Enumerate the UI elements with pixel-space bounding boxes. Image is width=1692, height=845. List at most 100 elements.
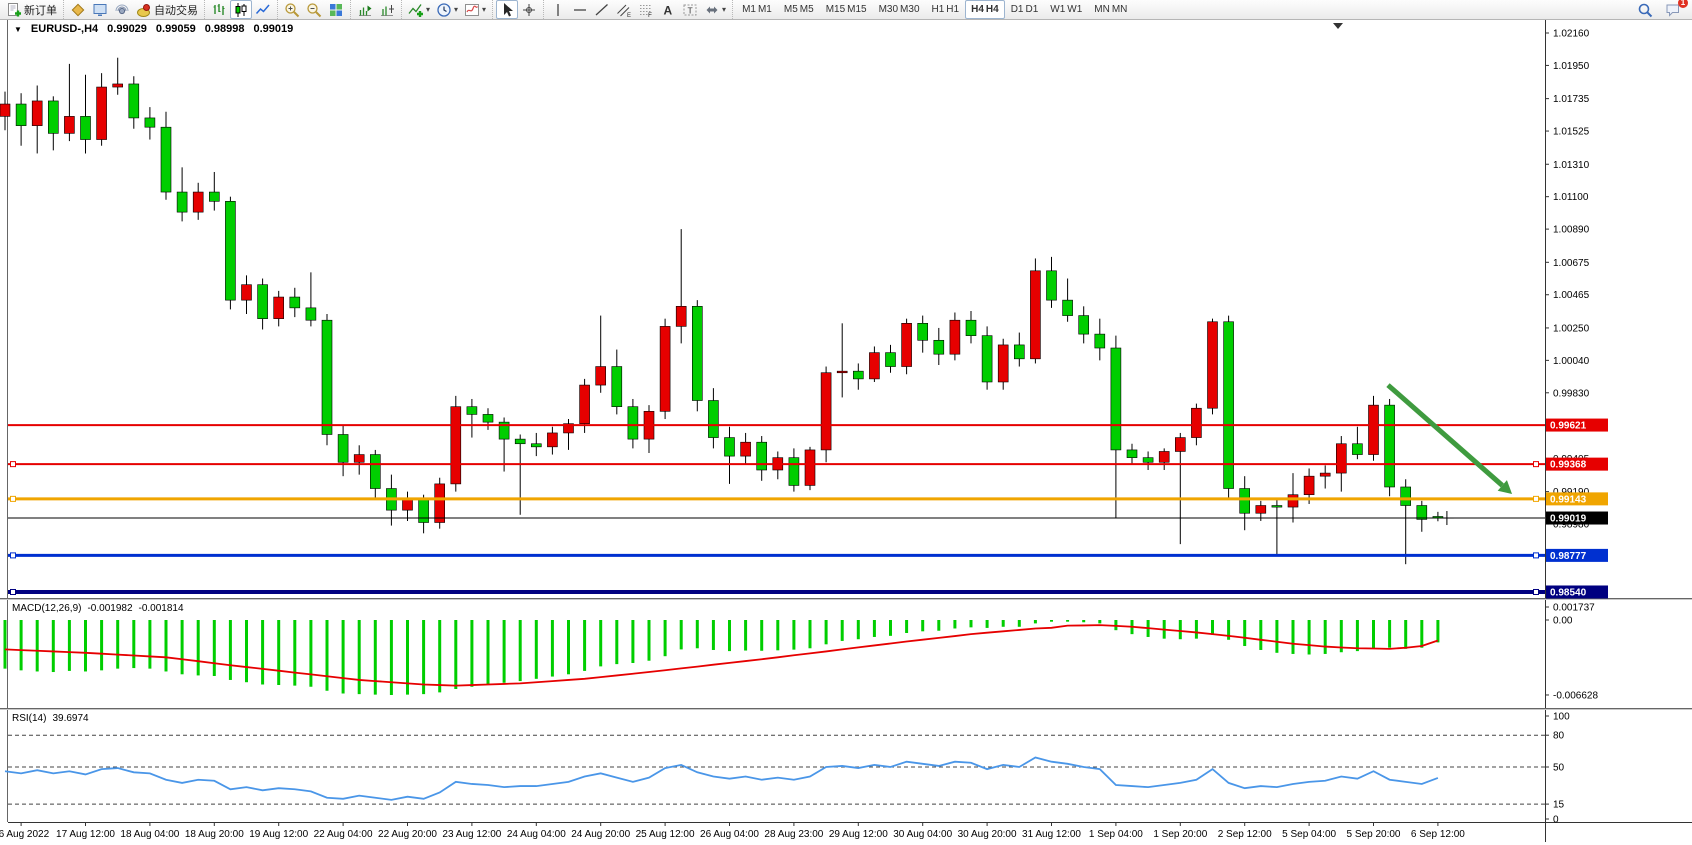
candles-layer (0, 57, 1444, 565)
arrows-button[interactable]: ▾ (701, 0, 729, 19)
svg-text:1 Sep 20:00: 1 Sep 20:00 (1153, 829, 1207, 840)
scroll-group (350, 0, 401, 19)
tf-mn-button[interactable]: MN MN (1088, 0, 1133, 19)
tf-m30-button-label: M30 (900, 4, 920, 15)
svg-text:2 Sep 12:00: 2 Sep 12:00 (1218, 829, 1272, 840)
svg-text:-0.006628: -0.006628 (1553, 690, 1598, 701)
chart-title: ▼ EURUSD-,H4 0.99029 0.99059 0.98998 0.9… (14, 23, 293, 35)
svg-text:1.00465: 1.00465 (1553, 290, 1590, 301)
channel-icon: E (616, 2, 632, 18)
data-window-icon (92, 2, 108, 18)
periods-button[interactable]: ▾ (433, 0, 461, 19)
tf-d1-button[interactable]: D1 D1 (1005, 0, 1045, 19)
autotrading-button-label: 自动交易 (154, 4, 198, 17)
pointer-group (492, 0, 543, 19)
svg-text:25 Aug 12:00: 25 Aug 12:00 (636, 829, 695, 840)
svg-text:18 Aug 20:00: 18 Aug 20:00 (185, 829, 244, 840)
trendline-button[interactable] (591, 0, 613, 19)
price-line-0.99143[interactable]: 0.99143 (8, 492, 1608, 506)
auto-scroll-icon (357, 2, 373, 18)
rsi-label: RSI(14) 39.6974 (12, 713, 89, 724)
svg-text:T: T (688, 5, 693, 15)
svg-text:E: E (627, 13, 631, 18)
label-icon: T (682, 2, 698, 18)
svg-text:1.00250: 1.00250 (1553, 323, 1590, 334)
data-window-button[interactable] (89, 0, 111, 19)
hline-icon (572, 2, 588, 18)
horizontal-line-button[interactable] (569, 0, 591, 19)
text-button[interactable]: A (657, 0, 679, 19)
svg-text:5 Sep 20:00: 5 Sep 20:00 (1347, 829, 1401, 840)
symbol-dropdown-icon[interactable]: ▼ (14, 25, 22, 34)
cursor-button[interactable] (496, 0, 519, 19)
chart-shift-button[interactable] (376, 0, 398, 19)
tf-h1-button-label: H1 (946, 4, 960, 15)
indicators-button[interactable]: ▾ (405, 0, 433, 19)
tf-m15-button-label: M15 (825, 4, 846, 15)
macd-label: MACD(12,26,9) -0.001982 -0.001814 (12, 603, 184, 614)
svg-text:80: 80 (1553, 731, 1565, 742)
chevron-down-icon: ▾ (482, 4, 487, 14)
autotrading-button[interactable]: 自动交易 (133, 0, 201, 19)
svg-text:0.99621: 0.99621 (1550, 421, 1587, 432)
symbol-label: EURUSD-,H4 (30, 23, 99, 35)
templates-button[interactable]: ▾ (461, 0, 489, 19)
auto-scroll-button[interactable] (354, 0, 376, 19)
svg-text:16 Aug 2022: 16 Aug 2022 (0, 829, 50, 840)
svg-text:0.98980: 0.98980 (1553, 520, 1590, 531)
tile-windows-button[interactable] (325, 0, 347, 19)
navigator-icon (114, 2, 130, 18)
svg-text:0.98540: 0.98540 (1550, 587, 1587, 598)
svg-text:26 Aug 04:00: 26 Aug 04:00 (700, 829, 759, 840)
text-icon: A (660, 2, 676, 18)
ohlc-open: 0.99029 (107, 23, 147, 35)
svg-text:15: 15 (1553, 800, 1565, 811)
svg-text:1.02160: 1.02160 (1553, 29, 1590, 40)
svg-text:1.00040: 1.00040 (1553, 356, 1590, 367)
svg-text:31 Aug 12:00: 31 Aug 12:00 (1022, 829, 1081, 840)
toolbar-groups: 新订单 自动交易 ▾ ▾ ▾ E F A T ▾ M1 M1 M5 M5 M15 M15 M30 M30 H1 H1 H… (0, 0, 1136, 19)
equidistant-channel-button[interactable]: E (613, 0, 635, 19)
candlestick-chart-button[interactable] (230, 0, 252, 19)
line-chart-button[interactable] (252, 0, 274, 19)
chat-button[interactable]: 1 (1662, 0, 1688, 19)
text-label-button[interactable]: T (679, 0, 701, 19)
search-button[interactable] (1634, 0, 1656, 19)
zoom-out-button[interactable] (303, 0, 325, 19)
tf-m1-button-label: M1 (757, 4, 772, 15)
price-line-0.99019[interactable]: 0.99019 (8, 511, 1608, 525)
tf-m5-button-label: M5 (783, 4, 798, 15)
zoom-group (277, 0, 350, 19)
tf-h4-button[interactable]: H4 H4 (965, 0, 1005, 19)
bar-chart-button[interactable] (208, 0, 230, 19)
tf-m15-button-label: M15 (847, 4, 867, 15)
price-line-0.99368[interactable]: 0.99368 (8, 457, 1608, 471)
time-axis: 16 Aug 2022 17 Aug 12:00 18 Aug 04:00 18 Au… (0, 822, 1465, 840)
svg-text:0.00: 0.00 (1553, 616, 1573, 627)
price-line-0.99621[interactable]: 0.99621 (8, 418, 1608, 432)
tf-m5-button[interactable]: M5 M5 (778, 0, 820, 19)
tf-w1-button[interactable]: W1 W1 (1044, 0, 1088, 19)
crosshair-button[interactable] (518, 0, 540, 19)
tf-m15-button[interactable]: M15 M15 (820, 0, 873, 19)
svg-text:1.00890: 1.00890 (1553, 225, 1590, 236)
tf-h1-button[interactable]: H1 H1 (926, 0, 966, 19)
trend-arrow[interactable] (1386, 383, 1513, 495)
tf-w1-button-label: W1 (1050, 4, 1066, 15)
new-order-button[interactable]: 新订单 (3, 0, 60, 19)
price-line-0.98777[interactable]: 0.98777 (8, 548, 1608, 562)
panels-group: 自动交易 (63, 0, 204, 19)
tf-m30-button[interactable]: M30 M30 (873, 0, 926, 19)
navigator-button[interactable] (111, 0, 133, 19)
fibonacci-button[interactable]: F (635, 0, 657, 19)
chat-unread-badge: 1 (1678, 0, 1688, 8)
vertical-line-button[interactable] (547, 0, 569, 19)
svg-text:18 Aug 04:00: 18 Aug 04:00 (120, 829, 179, 840)
zoom-in-button[interactable] (281, 0, 303, 19)
market-watch-button[interactable] (67, 0, 89, 19)
fibo-icon: F (638, 2, 654, 18)
svg-text:1.01310: 1.01310 (1553, 160, 1590, 171)
tf-m1-button[interactable]: M1 M1 (736, 0, 778, 19)
price-line-0.98540[interactable]: 0.98540 (8, 585, 1608, 599)
